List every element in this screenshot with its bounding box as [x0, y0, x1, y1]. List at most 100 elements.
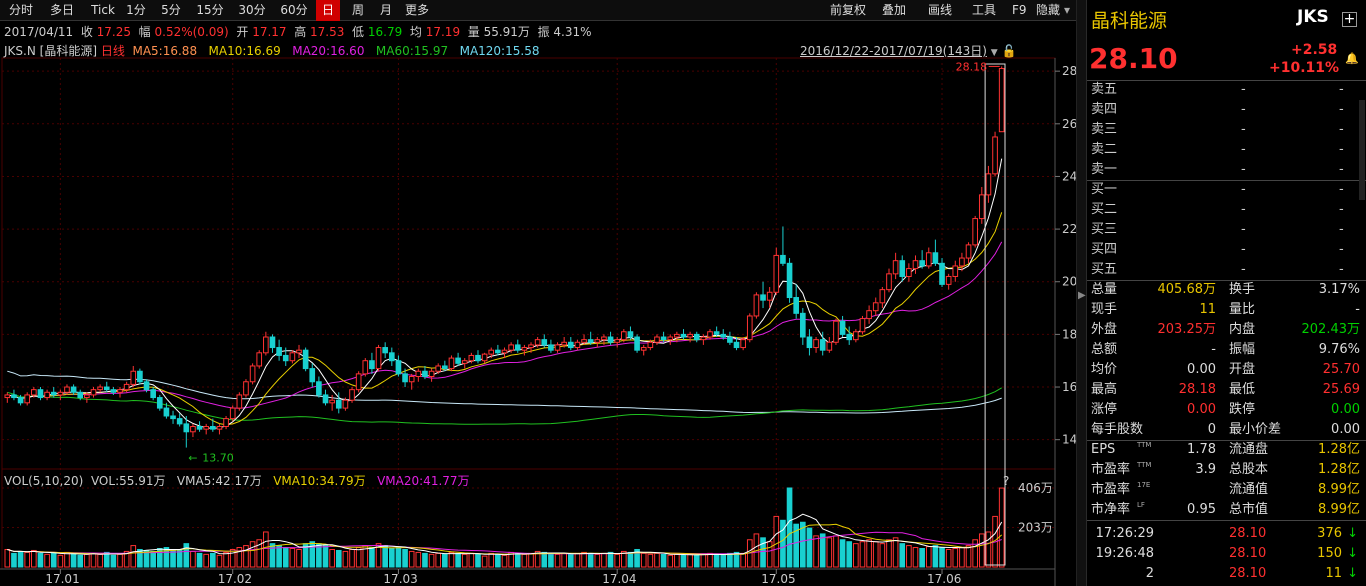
date-range[interactable]: 2016/12/22-2017/07/19(143日) ▼ 🔓 [800, 41, 1016, 61]
volume-bar [481, 555, 488, 568]
selection-box [984, 63, 1006, 566]
volume-bar [335, 549, 342, 568]
orderbook-price-5: - [1241, 182, 1246, 197]
orderbook-volume-9: - [1339, 262, 1344, 277]
fund-label-1: 市盈率 [1091, 462, 1131, 477]
volume-bar [660, 553, 667, 568]
volume-bar [634, 548, 640, 568]
candle-body [316, 381, 322, 396]
candle-body [369, 360, 375, 370]
x-tick-label-1: 17.02 [218, 572, 252, 586]
help-icon[interactable]: ? [1003, 474, 1010, 488]
candle-body [455, 357, 461, 364]
candle-body [137, 370, 143, 383]
volume-bar [349, 548, 355, 568]
volume-bar [150, 550, 156, 568]
volume-bar [541, 551, 548, 568]
tick-price-1: 28.10 [1229, 546, 1267, 561]
toolbar-right-item-4[interactable]: F9 [1012, 3, 1027, 17]
candle-body [209, 426, 216, 430]
orderbook-volume-7: - [1339, 222, 1344, 237]
orderbook-volume-2: - [1339, 122, 1344, 137]
period-tab-2[interactable]: Tick [91, 3, 115, 17]
volume-bar [130, 545, 137, 568]
period-tab-4[interactable]: 5分 [161, 3, 181, 17]
period-tab-10[interactable]: 月 [379, 3, 392, 17]
vma20-label: VMA20:41.77万 [377, 474, 470, 488]
candle-body [156, 397, 163, 409]
volume-bar [156, 548, 163, 568]
volume-bar [37, 552, 44, 568]
candle-body [382, 347, 388, 354]
candle-body [998, 68, 1005, 133]
dropdown-icon[interactable]: ▼ [990, 48, 998, 58]
lock-icon[interactable]: 🔓 [1001, 44, 1017, 58]
collapse-arrow-icon[interactable]: ▶ [1078, 290, 1086, 301]
candle-body [190, 426, 196, 433]
period-tab-5[interactable]: 15分 [196, 3, 224, 17]
toolbar-right-item-2[interactable]: 画线 [928, 3, 953, 17]
period-tab-9[interactable]: 周 [351, 3, 364, 17]
volume-bar [17, 550, 24, 568]
candle-body [402, 373, 408, 383]
fund-label-suffix-3: LF [1137, 501, 1145, 509]
candle-body [243, 381, 249, 396]
volume-bar [925, 546, 932, 568]
stat-value2-7: 0.00 [1331, 422, 1360, 437]
candle-body [554, 344, 561, 351]
down-arrow-icon: ↓ [1347, 526, 1358, 541]
vol-help[interactable]: ? [1003, 471, 1009, 491]
volume-bar [110, 554, 117, 568]
low-value: 16.79 [367, 25, 403, 39]
volume-bar [846, 541, 853, 568]
orderbook-label-2: 卖三 [1091, 122, 1118, 137]
bell-icon[interactable]: 🔔 [1345, 52, 1359, 65]
period-tab-0[interactable]: 分时 [8, 3, 33, 17]
stat-value-5: 28.18 [1178, 382, 1216, 397]
candle-body [428, 370, 435, 378]
stat-value2-6: 0.00 [1331, 402, 1360, 417]
collapse-panel-handle[interactable]: ▶ [1076, 0, 1086, 586]
period-tab-6[interactable]: 30分 [238, 3, 266, 17]
volume-bar [972, 539, 978, 568]
toolbar-right-item-3[interactable]: 工具 [972, 3, 997, 17]
orderbook-volume-0: - [1339, 82, 1344, 97]
candle-body [103, 386, 110, 391]
orderbook-volume-1: - [1339, 102, 1344, 117]
candle-body [461, 360, 468, 364]
scrollbar[interactable] [1359, 100, 1365, 200]
volume-bar [978, 533, 985, 568]
chevron-down-icon[interactable]: ▾ [1064, 3, 1071, 17]
volume-bar [428, 553, 435, 568]
kline-chart[interactable]: 28.00 26.00 24.00 22.00 20.00 18.00 16.00 14.00… [0, 0, 1076, 586]
volume-bar [859, 541, 866, 568]
period-tab-1[interactable]: 多日 [49, 3, 74, 17]
candle-body [97, 386, 103, 391]
period-tab-11[interactable]: 更多 [404, 3, 429, 17]
period-tab-8[interactable]: 日 [316, 0, 340, 21]
fund-label-3: 市净率 [1091, 502, 1131, 517]
period-tab-7[interactable]: 60分 [280, 3, 308, 17]
volume-bar [720, 554, 727, 568]
add-favorite-button[interactable]: + [1342, 11, 1357, 27]
divider [1087, 180, 1366, 181]
volume-bar [249, 541, 256, 568]
candle-body [826, 341, 833, 351]
orderbook-label-4: 卖一 [1091, 162, 1118, 177]
price-change-pct: +10.11% [1269, 60, 1340, 76]
candle-body [581, 339, 587, 343]
candle-body [899, 260, 906, 277]
tick-price-0: 28.10 [1229, 526, 1267, 541]
volume-bar [31, 549, 37, 568]
orderbook-price-7: - [1241, 222, 1246, 237]
candle-body [143, 381, 150, 391]
toolbar-right-item-5[interactable]: 隐藏 [1036, 3, 1061, 17]
ma20-label: MA20:16.60 [292, 44, 365, 58]
period-tab-3[interactable]: 1分 [126, 3, 146, 17]
toolbar-right-item-0[interactable]: 前复权 [830, 3, 867, 17]
candle-body [435, 365, 442, 372]
candle-body [349, 389, 355, 401]
toolbar-right-item-1[interactable]: 叠加 [882, 3, 907, 17]
date-range-label[interactable]: 2016/12/22-2017/07/19(143日) [800, 44, 987, 58]
candle-body [939, 262, 945, 285]
